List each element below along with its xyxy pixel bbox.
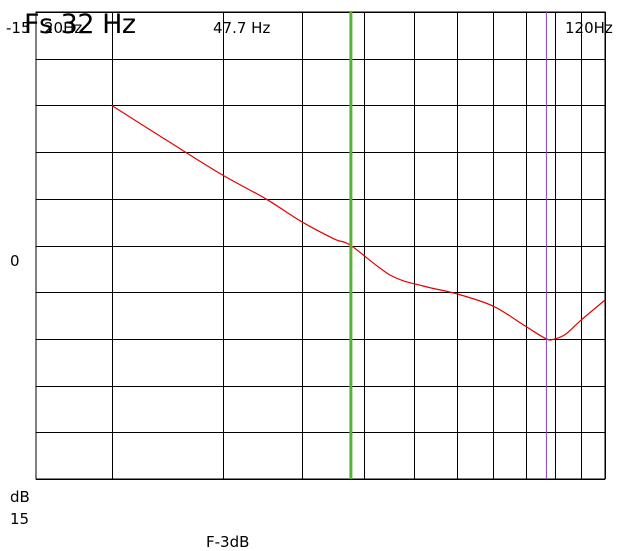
- f3db-value-label: 47.7 Hz: [213, 19, 271, 37]
- f3db-marker-line: [349, 12, 353, 479]
- x-axis-left-label: 20Hz: [44, 19, 83, 37]
- response-curve-group: [111, 104, 606, 341]
- x-axis-right-label: 120Hz: [565, 19, 613, 37]
- fs-label: Fs 32 Hz: [24, 9, 136, 40]
- y-axis-top-label: -15: [6, 19, 31, 37]
- f3db-name-label: F-3dB: [206, 533, 250, 551]
- plot-frame: [35, 11, 606, 480]
- chart-grid: [35, 11, 606, 480]
- y-axis-mid-label: 0: [10, 252, 20, 270]
- y-axis-unit-label: dB: [10, 488, 30, 506]
- y-axis-bottom-label: 15: [10, 510, 30, 528]
- marker-lines: [349, 12, 547, 479]
- response-curve: [111, 104, 606, 341]
